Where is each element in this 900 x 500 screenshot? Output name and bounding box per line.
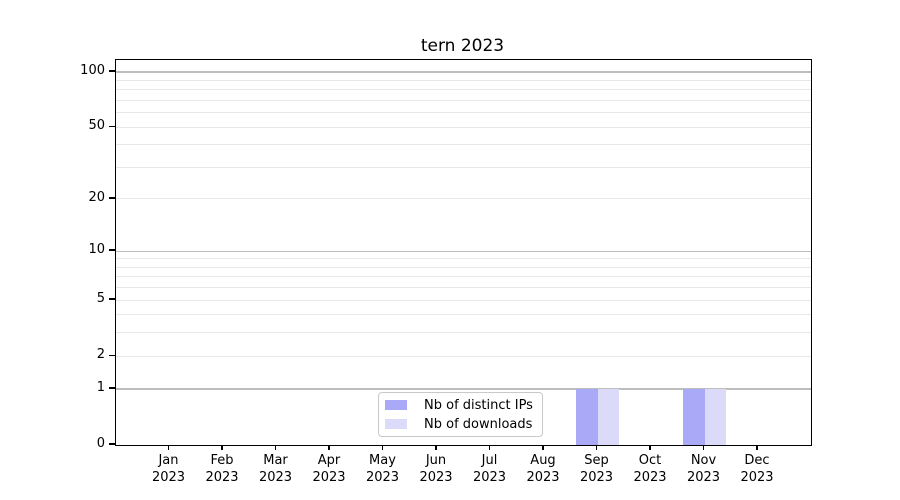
x-tick-month-mar-2023: Mar bbox=[263, 453, 288, 468]
x-tick-year-feb-2023: 2023 bbox=[205, 470, 239, 485]
x-tick-label-sep-2023: Sep 2023 bbox=[561, 452, 633, 486]
y-tick-20 bbox=[108, 197, 115, 199]
bar-distinct-ips-nov-2023 bbox=[683, 388, 705, 445]
x-tick-label-jun-2023: Jun 2023 bbox=[400, 452, 472, 486]
legend-label-distinct-ips: Nb of distinct IPs bbox=[424, 397, 533, 413]
gridline-minor-5 bbox=[116, 299, 811, 301]
x-tick-label-nov-2023: Nov 2023 bbox=[668, 452, 740, 486]
x-tick-month-oct-2023: Oct bbox=[638, 453, 662, 468]
distinct-ips-swatch bbox=[385, 400, 407, 410]
x-tick-month-feb-2023: Feb bbox=[210, 453, 234, 468]
x-tick-aug-2023 bbox=[542, 445, 544, 451]
gridline-major-100 bbox=[116, 71, 811, 73]
chart-title: tern 2023 bbox=[420, 36, 505, 56]
x-tick-year-may-2023: 2023 bbox=[365, 470, 400, 485]
gridline-minor-40 bbox=[116, 144, 811, 146]
x-tick-month-may-2023: May bbox=[369, 453, 396, 468]
y-tick-100 bbox=[108, 70, 115, 72]
y-tick-5 bbox=[108, 298, 115, 300]
gridline-minor-30 bbox=[116, 166, 811, 168]
x-tick-month-jun-2023: Jun bbox=[425, 453, 447, 468]
x-tick-label-may-2023: May 2023 bbox=[347, 452, 419, 486]
x-tick-month-apr-2023: Apr bbox=[317, 453, 341, 468]
x-tick-mar-2023 bbox=[274, 445, 277, 451]
gridline-major-10 bbox=[116, 250, 811, 252]
bar-distinct-ips-sep-2023 bbox=[576, 388, 598, 445]
y-tick-label-100: 100 bbox=[80, 62, 105, 78]
x-tick-year-nov-2023: 2023 bbox=[686, 470, 721, 485]
x-tick-year-jul-2023: 2023 bbox=[472, 470, 507, 485]
x-tick-month-aug-2023: Aug bbox=[530, 453, 556, 468]
y-tick-label-0: 0 bbox=[96, 436, 105, 451]
gridline-minor-4 bbox=[116, 314, 811, 316]
x-tick-year-jan-2023: 2023 bbox=[151, 470, 186, 485]
gridline-minor-8 bbox=[116, 266, 811, 268]
y-tick-0 bbox=[108, 443, 115, 445]
x-tick-month-dec-2023: Dec bbox=[744, 453, 770, 468]
y-tick-10 bbox=[108, 249, 115, 251]
legend-entry-distinct-ips: Nb of distinct IPs bbox=[385, 398, 542, 413]
x-tick-month-sep-2023: Sep bbox=[584, 453, 609, 468]
downloads-swatch bbox=[385, 419, 407, 429]
bar-downloads-nov-2023 bbox=[704, 388, 726, 445]
y-tick-2 bbox=[108, 354, 115, 356]
x-tick-label-dec-2023: Dec 2023 bbox=[721, 452, 793, 486]
x-tick-sep-2023 bbox=[595, 445, 598, 451]
x-tick-month-jul-2023: Jul bbox=[481, 453, 498, 468]
x-tick-label-feb-2023: Feb 2023 bbox=[186, 452, 258, 486]
legend-entry-downloads: Nb of downloads bbox=[385, 417, 542, 432]
x-tick-year-dec-2023: 2023 bbox=[740, 470, 774, 485]
x-tick-label-jan-2023: Jan 2023 bbox=[133, 452, 205, 486]
gridline-minor-3 bbox=[116, 332, 811, 334]
legend: Nb of distinct IPs Nb of downloads bbox=[378, 392, 543, 437]
x-tick-label-apr-2023: Apr 2023 bbox=[293, 452, 365, 486]
gridline-minor-7 bbox=[116, 276, 811, 278]
x-tick-year-jun-2023: 2023 bbox=[419, 470, 453, 485]
legend-label-downloads: Nb of downloads bbox=[424, 416, 533, 432]
y-tick-label-2: 2 bbox=[96, 347, 105, 363]
x-tick-jul-2023 bbox=[488, 445, 491, 451]
y-tick-label-20: 20 bbox=[88, 189, 105, 205]
x-tick-oct-2023 bbox=[649, 445, 651, 451]
x-tick-may-2023 bbox=[381, 445, 384, 451]
x-tick-jan-2023 bbox=[167, 445, 170, 451]
gridline-minor-70 bbox=[116, 99, 811, 101]
bar-downloads-sep-2023 bbox=[597, 388, 619, 445]
gridline-minor-6 bbox=[116, 287, 811, 289]
x-tick-label-mar-2023: Mar 2023 bbox=[240, 452, 312, 486]
y-tick-label-1: 1 bbox=[96, 379, 105, 395]
x-tick-year-apr-2023: 2023 bbox=[312, 470, 346, 485]
y-tick-label-5: 5 bbox=[96, 291, 105, 307]
y-tick-1 bbox=[108, 387, 115, 389]
x-tick-year-mar-2023: 2023 bbox=[258, 470, 293, 485]
gridline-minor-9 bbox=[116, 258, 811, 260]
gridline-minor-90 bbox=[116, 79, 811, 81]
gridline-minor-50 bbox=[116, 126, 811, 128]
plot-area bbox=[115, 59, 812, 446]
x-tick-year-aug-2023: 2023 bbox=[526, 470, 560, 485]
y-tick-label-50: 50 bbox=[88, 118, 105, 134]
x-tick-year-oct-2023: 2023 bbox=[633, 470, 667, 485]
gridline-minor-80 bbox=[116, 89, 811, 91]
gridline-minor-20 bbox=[116, 198, 811, 200]
x-tick-month-jan-2023: Jan bbox=[158, 453, 179, 468]
gridline-minor-60 bbox=[116, 112, 811, 114]
x-tick-dec-2023 bbox=[756, 445, 758, 451]
x-tick-apr-2023 bbox=[328, 445, 330, 451]
y-tick-50 bbox=[108, 125, 115, 127]
x-tick-label-oct-2023: Oct 2023 bbox=[614, 452, 686, 486]
x-tick-label-aug-2023: Aug 2023 bbox=[507, 452, 579, 486]
gridline-minor-2 bbox=[116, 355, 811, 357]
x-tick-year-sep-2023: 2023 bbox=[579, 470, 614, 485]
y-tick-label-10: 10 bbox=[88, 242, 105, 258]
x-tick-month-nov-2023: Nov bbox=[690, 453, 717, 468]
x-tick-feb-2023 bbox=[221, 445, 223, 451]
x-tick-jun-2023 bbox=[435, 445, 437, 451]
x-tick-label-jul-2023: Jul 2023 bbox=[454, 452, 526, 486]
x-tick-nov-2023 bbox=[702, 445, 705, 451]
